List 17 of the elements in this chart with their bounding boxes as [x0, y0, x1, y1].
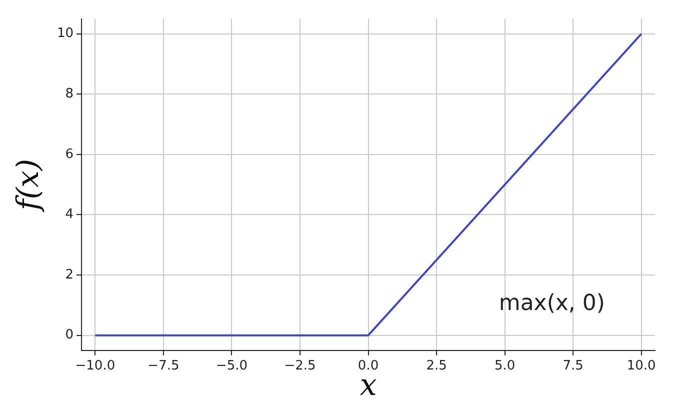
- annotation: max(x, 0): [498, 291, 605, 316]
- x-tick-label: 10.0: [626, 358, 656, 374]
- y-tick-label: 2: [65, 267, 74, 282]
- y-tick-label: 6: [65, 146, 74, 162]
- x-tick-label: 2.5: [426, 358, 447, 374]
- y-tick-label: 4: [65, 207, 74, 222]
- x-tick-label: −5.0: [216, 358, 248, 374]
- y-tick-label: 10: [56, 26, 74, 42]
- x-tick-label: −7.5: [148, 358, 180, 374]
- x-tick-label: 5.0: [494, 358, 516, 374]
- x-tick-label: 7.5: [562, 358, 584, 374]
- y-tick-label: 0: [65, 328, 74, 343]
- x-tick-label: −2.5: [284, 358, 316, 374]
- y-axis-title: f(x): [10, 158, 46, 212]
- x-tick-label: 0.0: [358, 358, 379, 374]
- x-tick-label: −10.0: [75, 358, 116, 374]
- y-tick-label: 8: [65, 86, 74, 102]
